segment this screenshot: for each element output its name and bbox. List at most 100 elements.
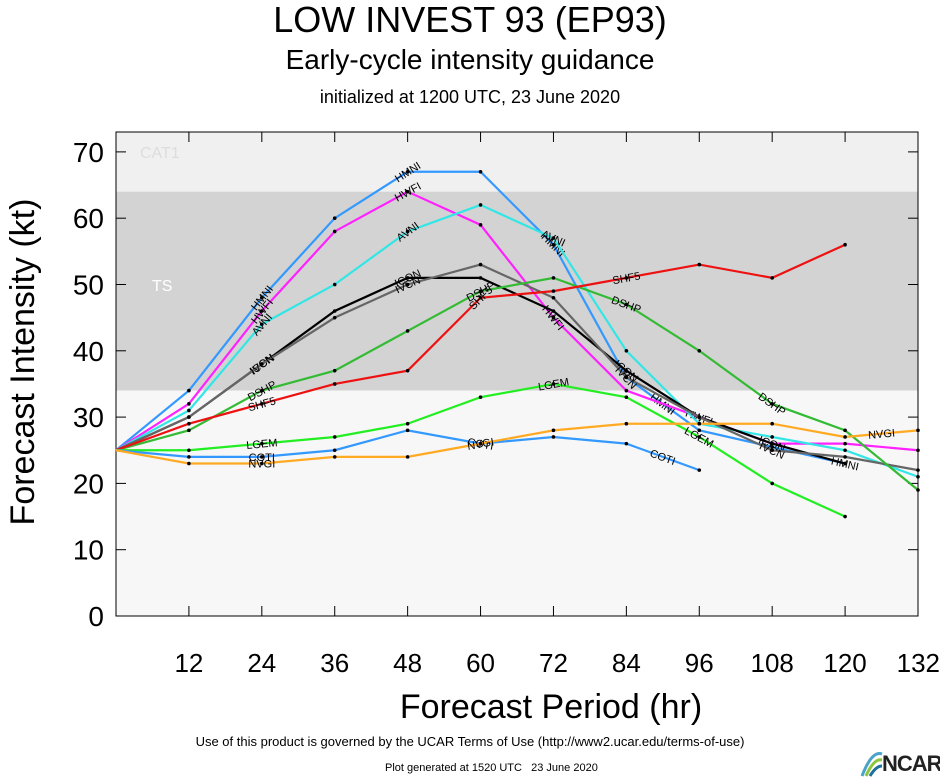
data-point	[551, 382, 556, 386]
data-point	[260, 388, 264, 393]
data-point	[916, 428, 920, 433]
data-point	[770, 421, 774, 426]
y-axis-label: Forecast Intensity (kt)	[4, 199, 42, 526]
data-point	[187, 388, 191, 393]
data-point	[478, 203, 483, 207]
x-tick-label: 36	[320, 648, 349, 678]
init-time: initialized at 1200 UTC, 23 June 2020	[319, 87, 621, 107]
y-tick-label: 70	[73, 137, 104, 168]
data-point	[478, 289, 483, 293]
data-point	[405, 169, 410, 174]
data-point	[916, 474, 920, 479]
x-tick-label: 132	[897, 648, 940, 678]
data-point	[405, 428, 410, 433]
data-point	[624, 368, 629, 373]
data-point	[697, 415, 702, 419]
data-point	[770, 276, 774, 280]
data-point	[187, 402, 191, 406]
data-point	[405, 282, 410, 287]
band-ts	[116, 191, 918, 391]
data-point	[332, 382, 337, 386]
series-label: LGEM	[246, 437, 278, 452]
band-label-cat1: CAT1	[140, 145, 180, 162]
data-point	[478, 395, 483, 400]
data-point	[843, 514, 847, 519]
data-point	[843, 461, 847, 466]
data-point	[187, 408, 191, 413]
data-point	[551, 295, 556, 300]
ncar-logo-icon	[860, 751, 883, 777]
data-point	[697, 262, 702, 267]
series-label: LGEM	[537, 376, 570, 393]
data-point	[770, 445, 774, 449]
generated-timestamp: Plot generated at 1520 UTC 23 June 2020	[385, 762, 598, 774]
data-point	[478, 262, 483, 267]
data-point	[843, 435, 847, 439]
data-point	[260, 295, 264, 300]
band-label-ts: TS	[152, 278, 172, 295]
series-label: SHF5	[612, 270, 642, 287]
data-point	[551, 236, 556, 240]
data-point	[260, 322, 264, 327]
x-axis-label: Forecast Period (hr)	[400, 688, 702, 726]
x-tick-label: 84	[612, 648, 641, 678]
ncar-logo: NCAR	[860, 748, 940, 778]
data-point	[332, 229, 337, 234]
data-point	[843, 448, 847, 453]
data-point	[260, 362, 264, 366]
data-point	[405, 329, 410, 333]
data-point	[624, 421, 629, 426]
data-point	[187, 448, 191, 453]
data-point	[260, 461, 264, 466]
data-point	[697, 468, 702, 472]
data-point	[551, 428, 556, 433]
x-tick-label: 120	[823, 648, 866, 678]
y-tick-label: 30	[73, 402, 104, 433]
data-point	[624, 348, 629, 353]
data-point	[260, 402, 264, 406]
data-point	[478, 223, 483, 227]
series-line-dshp	[115, 276, 919, 491]
y-tick-label: 0	[88, 601, 104, 632]
series-label: NVGI	[248, 459, 275, 471]
series-label: NVGI	[868, 427, 896, 441]
data-point	[405, 455, 410, 459]
chart-svg: CAT1 TS 0 10 20 30 40 50 60 70 12 24 36 48 60 72 84 96 108…	[4, 131, 940, 726]
ncar-logo-text: NCAR	[882, 751, 940, 776]
data-point	[624, 276, 629, 280]
data-point	[551, 309, 556, 313]
data-point	[551, 276, 556, 280]
data-point	[478, 169, 483, 174]
data-point	[916, 468, 920, 472]
data-point	[624, 375, 629, 380]
data-point	[187, 455, 191, 459]
data-point	[478, 441, 483, 446]
series-line-ivcn	[115, 263, 919, 472]
series-label: COTI	[249, 452, 275, 464]
data-point	[332, 309, 337, 313]
data-point	[260, 309, 264, 313]
y-tick-label: 40	[73, 336, 104, 367]
chart-title: LOW INVEST 93 (EP93)	[273, 0, 667, 40]
data-point	[405, 421, 410, 426]
x-tick-label: 108	[750, 648, 793, 678]
data-point	[843, 242, 847, 247]
terms-of-use-text: Use of this product is governed by the U…	[195, 734, 745, 749]
series-nvgi: NVGI NVGI NVGI	[115, 421, 920, 471]
data-point	[697, 435, 702, 439]
y-tick-label: 50	[73, 269, 104, 300]
data-point	[332, 455, 337, 459]
data-point	[551, 315, 556, 320]
band-td	[116, 390, 918, 616]
data-point	[916, 488, 920, 492]
x-tick-label: 24	[247, 648, 276, 678]
series-line-avni	[115, 203, 919, 478]
data-point	[770, 481, 774, 486]
plot-frame	[115, 131, 919, 617]
data-point	[187, 428, 191, 433]
data-point	[770, 402, 774, 406]
data-point	[624, 302, 629, 307]
x-tick-label: 72	[539, 648, 568, 678]
data-point	[405, 276, 410, 280]
data-point	[332, 435, 337, 439]
